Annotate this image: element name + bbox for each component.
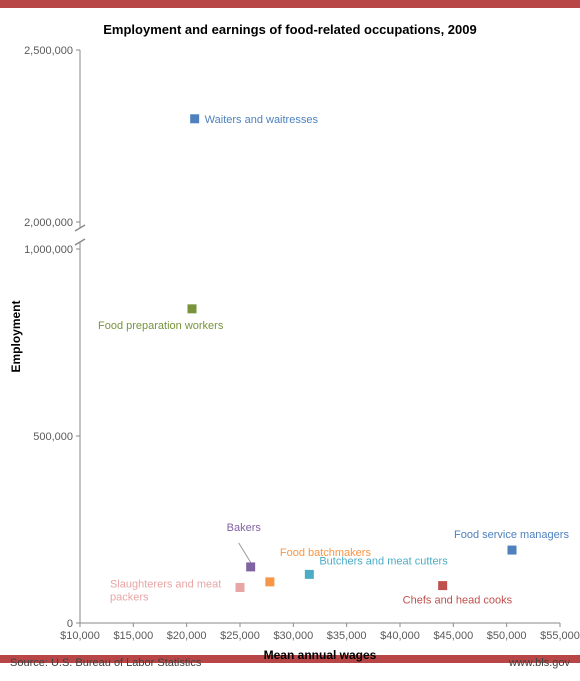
svg-text:$35,000: $35,000: [327, 630, 367, 642]
data-point: [236, 583, 245, 592]
data-label: Chefs and head cooks: [403, 595, 513, 607]
data-point: [246, 562, 255, 571]
data-label: Food service managers: [454, 529, 569, 541]
svg-text:$55,000: $55,000: [540, 630, 580, 642]
data-label: packers: [110, 591, 149, 603]
svg-text:2,000,000: 2,000,000: [24, 217, 73, 229]
svg-text:$20,000: $20,000: [167, 630, 207, 642]
data-point: [190, 114, 199, 123]
data-label: Food batchmakers: [280, 547, 372, 559]
data-label: Waiters and waitresses: [205, 114, 319, 126]
svg-text:Mean annual wages: Mean annual wages: [264, 648, 377, 662]
svg-text:$45,000: $45,000: [433, 630, 473, 642]
svg-text:$25,000: $25,000: [220, 630, 260, 642]
svg-text:$10,000: $10,000: [60, 630, 100, 642]
data-label: Slaughterers and meat: [110, 578, 221, 590]
svg-text:2,500,000: 2,500,000: [24, 45, 73, 57]
data-label: Bakers: [227, 522, 262, 534]
data-point: [438, 581, 447, 590]
chart-svg: $10,000 $15,000 $20,000 $25,000 $30,000 $35,0…: [0, 0, 580, 681]
data-label: Food preparation workers: [98, 320, 224, 332]
svg-text:500,000: 500,000: [33, 431, 73, 443]
svg-text:1,000,000: 1,000,000: [24, 244, 73, 256]
svg-text:$40,000: $40,000: [380, 630, 420, 642]
data-point: [265, 577, 274, 586]
data-point: [188, 304, 197, 313]
site-label: www.bls.gov: [509, 657, 570, 669]
source-label: Source: U.S. Bureau of Labor Statistics: [10, 657, 201, 669]
svg-text:$30,000: $30,000: [273, 630, 313, 642]
data-point: [508, 546, 517, 555]
svg-text:0: 0: [67, 618, 73, 630]
data-point: [305, 570, 314, 579]
svg-text:$50,000: $50,000: [487, 630, 527, 642]
svg-text:Employment: Employment: [9, 300, 23, 372]
svg-text:$15,000: $15,000: [113, 630, 153, 642]
chart-container: Employment and earnings of food-related …: [0, 0, 580, 681]
